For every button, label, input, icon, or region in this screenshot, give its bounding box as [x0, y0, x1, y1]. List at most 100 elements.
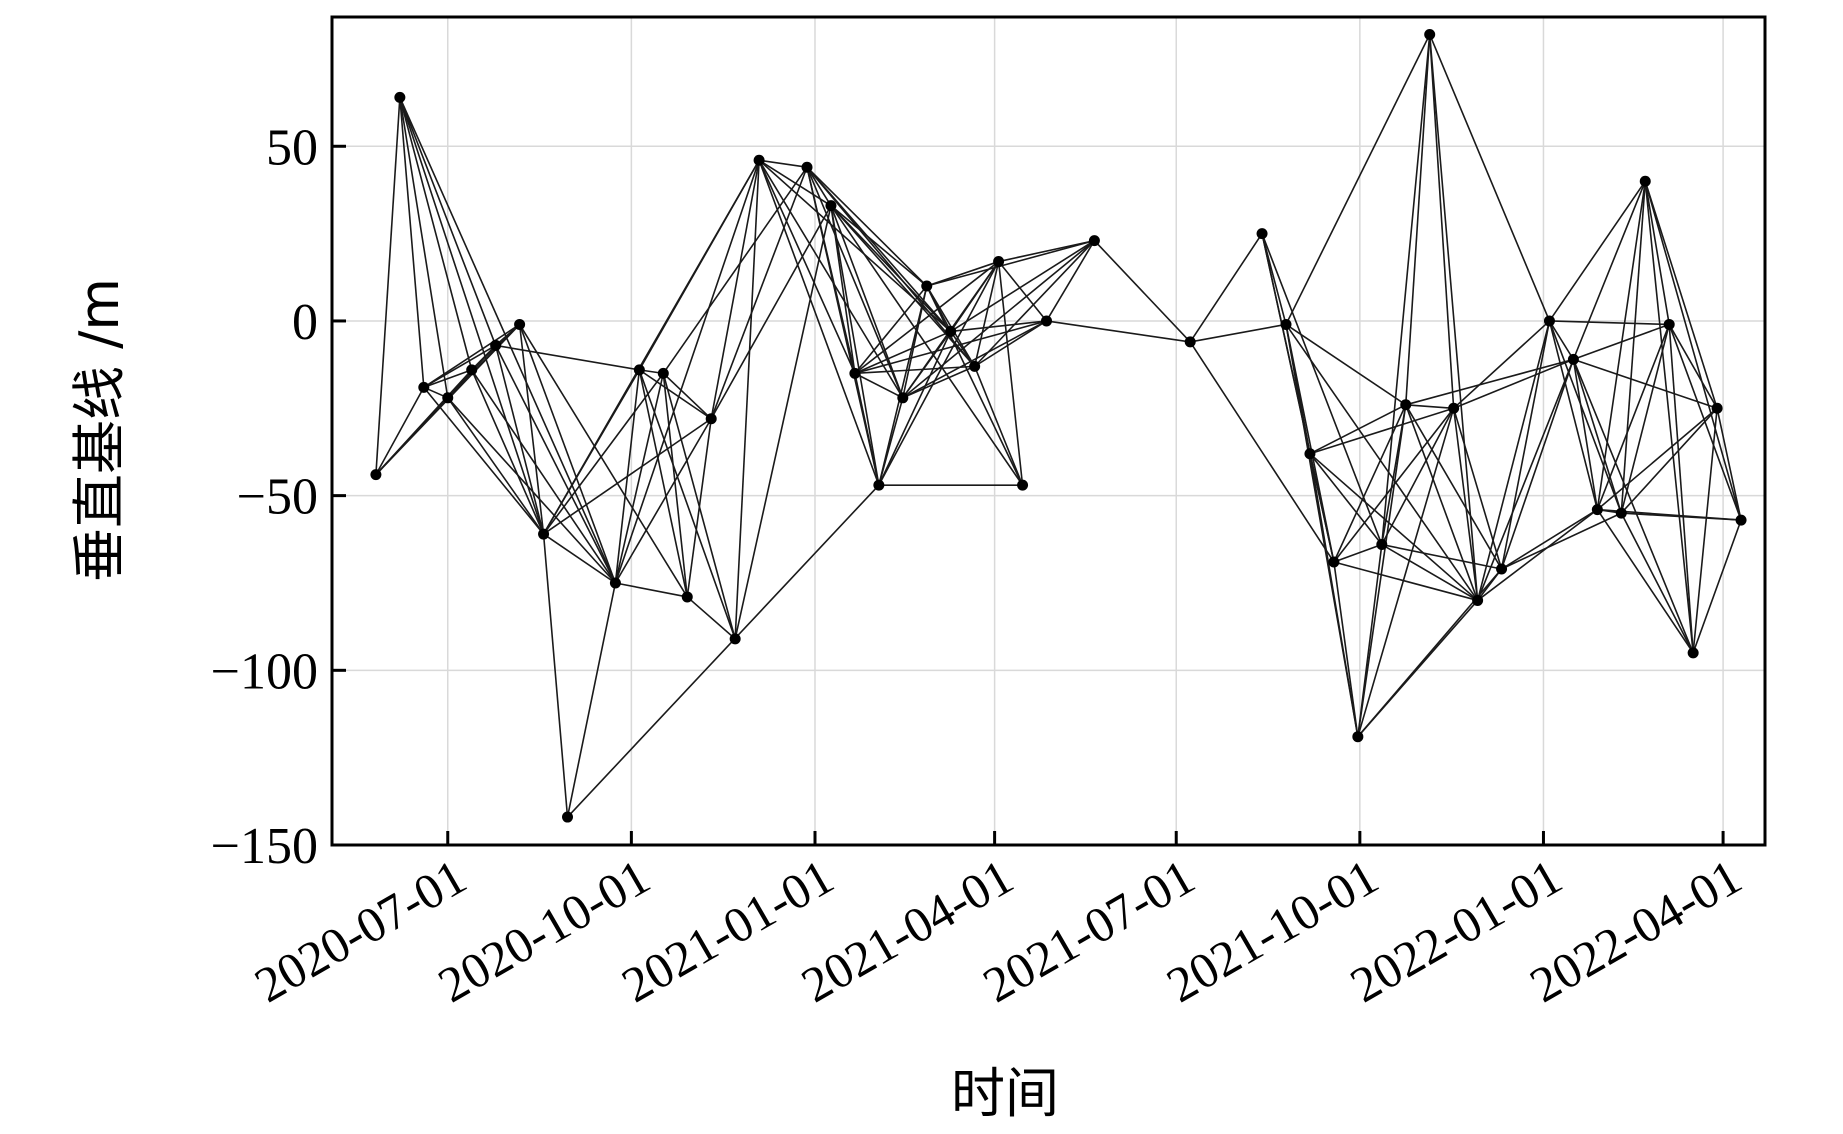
- baseline-edge: [1285, 323, 1479, 601]
- data-point: [657, 367, 669, 379]
- baseline-edge: [1357, 404, 1407, 737]
- baseline-edge: [973, 261, 1000, 367]
- data-point: [1328, 556, 1340, 568]
- baseline-edge: [998, 239, 1095, 263]
- baseline-edge: [494, 345, 545, 535]
- y-tick-label: −50: [237, 469, 318, 526]
- baseline-edge: [854, 285, 928, 374]
- baseline-edge: [1453, 320, 1550, 409]
- baseline-edge: [1453, 358, 1574, 410]
- data-point: [1041, 315, 1053, 327]
- x-tick-label: 2021-10-01: [1157, 848, 1387, 1013]
- baseline-edge: [1405, 403, 1454, 410]
- baseline-edge: [399, 97, 473, 371]
- baseline-edge: [1500, 320, 1551, 570]
- baseline-edge: [806, 166, 832, 207]
- baseline-edge: [1668, 324, 1718, 409]
- data-point: [609, 577, 621, 589]
- baseline-edge: [1548, 320, 1599, 510]
- data-point: [1496, 563, 1508, 575]
- baseline-edge: [447, 397, 616, 584]
- baseline-edge: [1692, 408, 1718, 653]
- baseline-edge: [1620, 181, 1647, 514]
- y-tick-label: 0: [292, 294, 318, 351]
- y-tick-label: −100: [211, 643, 318, 700]
- x-tick-label: 2020-10-01: [429, 848, 659, 1013]
- baseline-edge: [662, 372, 712, 420]
- baseline-edge: [1381, 404, 1407, 545]
- baseline-edge: [423, 386, 545, 535]
- baseline-edge: [662, 373, 689, 598]
- baseline-edge: [1644, 181, 1694, 653]
- baseline-edge: [1428, 34, 1479, 601]
- baseline-edge: [1309, 453, 1383, 546]
- baseline-edge: [1189, 233, 1263, 343]
- baseline-edge: [686, 596, 736, 640]
- y-axis-label: 垂直基线 /m: [68, 278, 131, 582]
- data-point: [1711, 402, 1723, 414]
- baseline-edge: [830, 205, 928, 287]
- baseline-edge: [926, 239, 1095, 287]
- baseline-edge: [447, 397, 545, 535]
- baseline-edge: [423, 323, 521, 388]
- data-point: [1663, 318, 1675, 330]
- baseline-edge: [1189, 341, 1335, 563]
- baseline-edge: [1476, 568, 1503, 601]
- baseline-edge: [806, 166, 928, 287]
- baseline-edge: [1404, 34, 1431, 405]
- baseline-edge: [1477, 508, 1598, 602]
- baseline-edge: [399, 97, 449, 398]
- baseline-edge: [830, 205, 976, 367]
- baseline-edge: [1596, 324, 1670, 510]
- baseline-edge: [566, 582, 617, 818]
- baseline-edge: [1405, 404, 1479, 601]
- baseline-edge: [1548, 320, 1623, 514]
- data-point: [945, 325, 957, 337]
- baseline-edge: [1381, 543, 1479, 602]
- baseline-edge: [1452, 408, 1479, 601]
- baseline-edge: [854, 372, 904, 399]
- baseline-edge: [1190, 323, 1287, 343]
- baseline-edge: [1333, 543, 1383, 563]
- baseline-edge: [1501, 512, 1622, 570]
- baseline-edge: [1309, 404, 1407, 455]
- baseline-edge: [1476, 359, 1575, 601]
- baseline-edge: [614, 369, 641, 584]
- baseline-edge: [854, 320, 1047, 375]
- baseline-edge: [758, 159, 904, 399]
- baseline-edge: [710, 205, 832, 420]
- baseline-edge: [830, 205, 904, 399]
- baseline-edge: [566, 484, 880, 818]
- data-point: [705, 413, 717, 425]
- baseline-edge: [638, 369, 689, 598]
- axis-ticks: [332, 144, 1725, 847]
- data-point: [370, 469, 382, 481]
- baseline-edge: [1572, 359, 1623, 514]
- baseline-edge: [518, 324, 617, 584]
- baseline-edge: [1309, 453, 1479, 602]
- x-tick-labels: 2020-07-012020-10-012021-01-012021-04-01…: [245, 848, 1750, 1013]
- baseline-edge: [1333, 561, 1359, 737]
- baseline-edge: [399, 97, 617, 584]
- data-point: [753, 154, 765, 166]
- baseline-edge: [1596, 181, 1647, 510]
- data-point: [1017, 479, 1029, 491]
- baseline-edge: [1381, 34, 1431, 545]
- baseline-edge: [1428, 34, 1455, 409]
- data-point: [1735, 514, 1747, 526]
- x-axis-label: 时间: [951, 1062, 1059, 1125]
- baseline-edge: [926, 285, 1024, 486]
- baseline-edge: [495, 344, 640, 371]
- data-point: [993, 256, 1005, 268]
- baseline-edge: [1501, 508, 1598, 570]
- data-point: [969, 360, 981, 372]
- baseline-edge: [518, 324, 688, 598]
- baseline-edge: [1309, 453, 1359, 737]
- baseline-edge: [471, 369, 617, 584]
- baseline-edge: [1644, 180, 1742, 521]
- baseline-edge: [734, 160, 760, 639]
- baseline-edge: [638, 159, 760, 371]
- data-point: [801, 161, 813, 173]
- baseline-edge: [615, 582, 688, 598]
- baseline-edge: [1692, 519, 1742, 654]
